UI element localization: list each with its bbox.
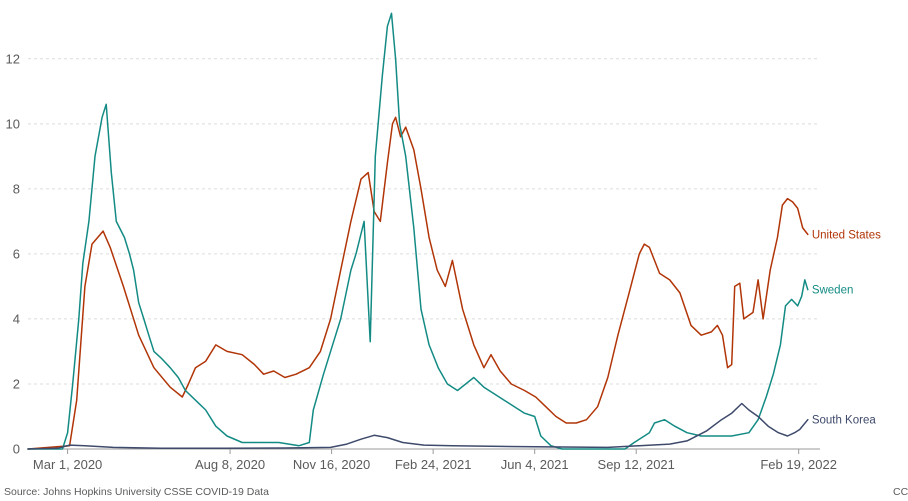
x-axis: Mar 1, 2020 Aug 8, 2020 Nov 16, 2020 Feb 24… [33,449,837,472]
x-tick-label: Feb 24, 2021 [395,457,472,472]
y-tick-label: 12 [6,51,20,66]
series-labels: United States Sweden South Korea [812,229,881,426]
license-note: CC [893,486,908,498]
series-line [27,402,809,450]
series-line [27,116,809,450]
y-tick-label: 6 [13,246,20,261]
source-note: Source: Johns Hopkins University CSSE CO… [4,486,269,498]
y-tick-label: 10 [6,116,20,131]
series-label: Sweden [812,285,854,297]
y-tick-label: 0 [13,442,20,457]
series-label: South Korea [812,415,877,427]
y-tick-label: 2 [13,376,20,391]
gridlines [28,58,820,450]
y-axis: 0 2 4 6 8 10 12 [6,51,20,456]
x-tick-label: Feb 19, 2022 [760,457,837,472]
series-line [27,12,809,450]
x-tick-label: Jun 4, 2021 [501,457,569,472]
y-tick-label: 8 [13,181,20,196]
x-tick-label: Sep 12, 2021 [598,457,675,472]
series-lines [27,12,809,450]
x-tick-label: Nov 16, 2020 [293,457,370,472]
x-tick-label: Mar 1, 2020 [33,457,102,472]
y-tick-label: 4 [13,311,20,326]
series-label: United States [812,229,881,241]
x-tick-label: Aug 8, 2020 [195,457,265,472]
